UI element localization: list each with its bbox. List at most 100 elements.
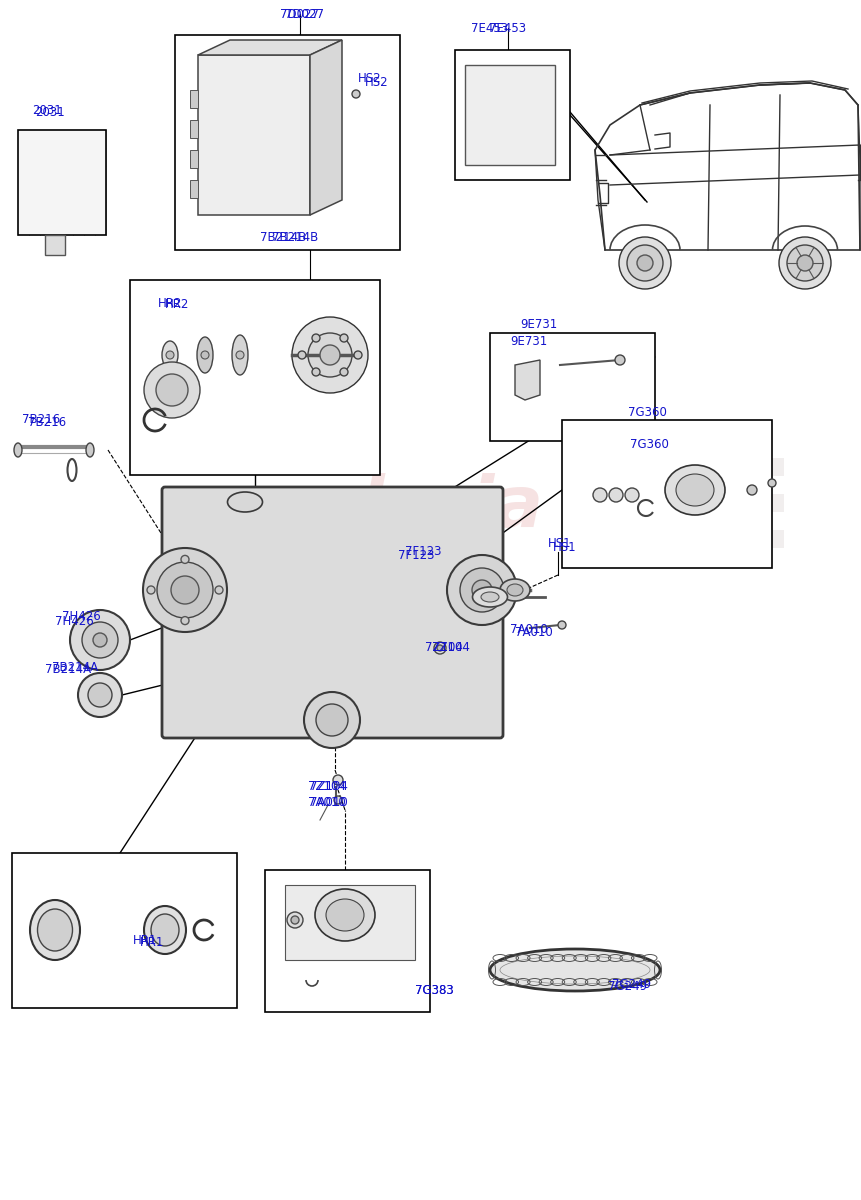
Bar	[675, 530, 693, 548]
Bar	[455, 50, 569, 180]
Ellipse shape	[144, 906, 186, 954]
Ellipse shape	[499, 578, 530, 601]
Text: 7F123: 7F123	[398, 550, 434, 563]
Bar	[130, 280, 380, 475]
Circle shape	[147, 586, 155, 594]
Ellipse shape	[166, 350, 174, 359]
Ellipse shape	[151, 914, 179, 946]
Bar	[264, 870, 430, 1012]
Bar	[729, 494, 747, 512]
Circle shape	[312, 368, 319, 376]
Bar	[675, 512, 693, 530]
Circle shape	[181, 556, 189, 563]
Bar	[747, 548, 765, 566]
Text: HR2: HR2	[158, 298, 183, 311]
Circle shape	[333, 796, 342, 804]
Bar	[693, 440, 711, 458]
Bar	[639, 476, 657, 494]
Text: HS1: HS1	[548, 538, 571, 551]
Bar	[675, 458, 693, 476]
Circle shape	[214, 586, 223, 594]
Circle shape	[339, 334, 348, 342]
Circle shape	[354, 350, 362, 359]
Circle shape	[93, 632, 107, 647]
Ellipse shape	[675, 474, 713, 506]
Bar	[675, 494, 693, 512]
Bar	[711, 458, 729, 476]
Circle shape	[291, 916, 299, 924]
Circle shape	[351, 90, 360, 98]
Bar	[747, 530, 765, 548]
Text: HR1: HR1	[139, 936, 164, 948]
Circle shape	[157, 562, 213, 618]
Bar	[639, 548, 657, 566]
Text: HS1: HS1	[553, 541, 576, 554]
Text: 7G383: 7G383	[414, 984, 453, 996]
Bar	[765, 458, 784, 476]
Circle shape	[304, 692, 360, 748]
Text: 7A010: 7A010	[510, 624, 547, 636]
Bar	[765, 476, 784, 494]
Ellipse shape	[325, 899, 363, 931]
Circle shape	[614, 355, 624, 365]
Ellipse shape	[314, 889, 375, 941]
Circle shape	[778, 236, 830, 289]
Bar	[12, 853, 237, 1008]
Bar	[711, 548, 729, 566]
Circle shape	[636, 254, 653, 271]
Bar	[639, 458, 657, 476]
Circle shape	[339, 368, 348, 376]
Text: 7G249: 7G249	[607, 980, 647, 994]
Bar	[765, 512, 784, 530]
Ellipse shape	[227, 492, 263, 512]
Text: scuderia: scuderia	[196, 474, 543, 542]
Text: 7E453: 7E453	[489, 22, 526, 35]
Bar	[693, 476, 711, 494]
Circle shape	[181, 617, 189, 624]
Circle shape	[316, 704, 348, 736]
Bar	[711, 440, 729, 458]
Text: 7D027: 7D027	[280, 8, 319, 22]
Bar	[747, 512, 765, 530]
Circle shape	[77, 673, 122, 716]
Bar	[657, 458, 675, 476]
Text: HR1: HR1	[133, 934, 158, 947]
Bar	[729, 476, 747, 494]
Bar	[693, 458, 711, 476]
Bar	[765, 494, 784, 512]
Text: 7Z104: 7Z104	[424, 642, 462, 654]
Bar	[489, 332, 654, 440]
Circle shape	[557, 620, 566, 629]
Text: HR2: HR2	[164, 299, 189, 312]
Text: HS2: HS2	[364, 76, 388, 89]
Bar	[657, 494, 675, 512]
Circle shape	[298, 350, 306, 359]
Bar	[561, 420, 771, 568]
Circle shape	[460, 568, 504, 612]
Bar	[693, 530, 711, 548]
Bar	[175, 35, 400, 250]
Circle shape	[332, 775, 343, 785]
Circle shape	[767, 479, 775, 487]
Ellipse shape	[30, 900, 80, 960]
Text: 7G249: 7G249	[611, 978, 650, 991]
Bar	[693, 512, 711, 530]
Circle shape	[144, 362, 200, 418]
Bar	[747, 494, 765, 512]
Ellipse shape	[162, 341, 177, 368]
Text: 7A010: 7A010	[514, 626, 552, 640]
Bar	[657, 440, 675, 458]
Text: r a r e   p a r t s: r a r e p a r t s	[261, 541, 478, 569]
Ellipse shape	[14, 443, 22, 457]
Bar	[747, 440, 765, 458]
Polygon shape	[189, 180, 198, 198]
Text: HS2: HS2	[357, 72, 381, 84]
Ellipse shape	[38, 910, 72, 950]
Bar	[729, 548, 747, 566]
Text: 7Z104: 7Z104	[310, 780, 348, 793]
Circle shape	[437, 644, 443, 650]
Bar	[729, 458, 747, 476]
Text: 7A010: 7A010	[310, 796, 347, 809]
Circle shape	[592, 488, 606, 502]
Text: 7B214B: 7B214B	[271, 232, 318, 245]
